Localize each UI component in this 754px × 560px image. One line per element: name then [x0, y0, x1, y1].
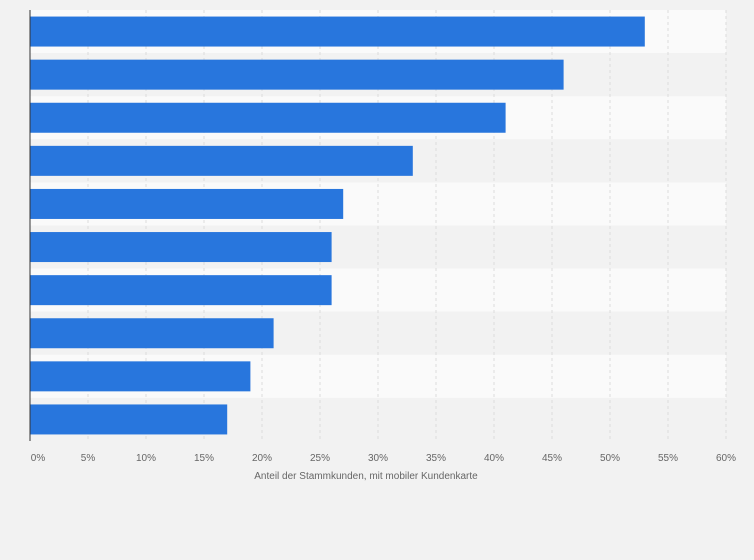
bar-2[interactable]	[30, 59, 564, 90]
x-tick-label-50: 50%	[600, 453, 620, 464]
bar-4[interactable]	[30, 145, 413, 176]
bar-3[interactable]	[30, 102, 506, 133]
x-tick-label-30: 30%	[368, 453, 388, 464]
bar-5[interactable]	[30, 188, 344, 219]
x-tick-labels: 0% 5% 10% 15% 20% 25% 30% 35% 40% 45% 50% 55% 60%	[31, 453, 736, 464]
bar-6[interactable]	[30, 232, 332, 263]
x-tick-label-15: 15%	[194, 453, 214, 464]
x-tick-label-10: 10%	[136, 453, 156, 464]
bar-1[interactable]	[30, 16, 645, 47]
bar-10[interactable]	[30, 404, 228, 435]
x-tick-label-25: 25%	[310, 453, 330, 464]
x-tick-label-40: 40%	[484, 453, 504, 464]
bar-7[interactable]	[30, 275, 332, 306]
x-tick-label-45: 45%	[542, 453, 562, 464]
x-tick-label-5: 5%	[81, 453, 96, 464]
x-tick-label-60: 60%	[716, 453, 736, 464]
x-tick-label-55: 55%	[658, 453, 678, 464]
bar-9[interactable]	[30, 361, 251, 392]
bar-8[interactable]	[30, 318, 274, 349]
x-tick-label-35: 35%	[426, 453, 446, 464]
x-axis-title: Anteil der Stammkunden, mit mobiler Kund…	[254, 471, 478, 482]
x-tick-label-0: 0%	[31, 453, 46, 464]
x-tick-label-20: 20%	[252, 453, 272, 464]
bars	[30, 16, 645, 435]
